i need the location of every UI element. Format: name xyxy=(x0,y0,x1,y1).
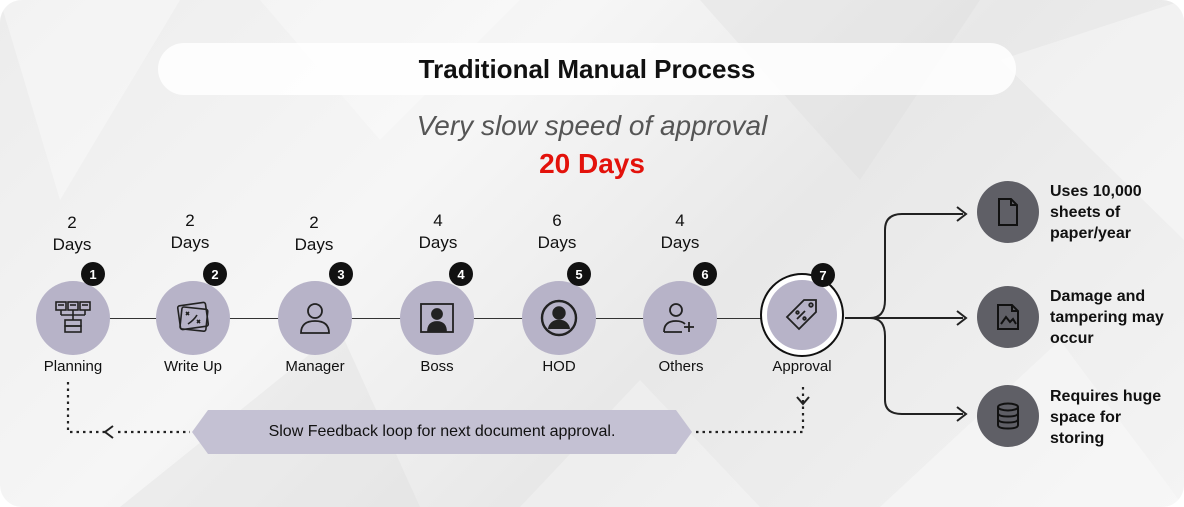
step-2-badge: 2 xyxy=(203,262,227,286)
step-4-node xyxy=(400,281,474,355)
step-7-badge: 7 xyxy=(811,263,835,287)
impact-3-line-3: storing xyxy=(1050,430,1105,447)
impact-3-icon-circle xyxy=(977,385,1039,447)
impact-2-line-3: occur xyxy=(1050,330,1094,347)
feedback-banner: Slow Feedback loop for next document app… xyxy=(192,410,692,454)
step-5-label: HOD xyxy=(542,358,576,375)
user-circle-icon xyxy=(540,299,578,337)
database-icon xyxy=(997,402,1019,430)
step-5-days-value: 6 xyxy=(552,211,562,230)
step-4-days-unit: Days xyxy=(418,233,458,252)
subtitle: Very slow speed of approval xyxy=(416,110,768,141)
step-5-duration: 6 Days xyxy=(517,210,597,254)
feedback-text: Slow Feedback loop for next document app… xyxy=(268,423,616,440)
diagram-title: Traditional Manual Process xyxy=(418,53,756,84)
step-2-days-value: 2 xyxy=(185,211,195,230)
step-5-node xyxy=(522,281,596,355)
step-1-days-unit: Days xyxy=(52,235,92,254)
server-network-icon xyxy=(55,301,91,333)
step-3-duration: 2 Days xyxy=(274,212,354,256)
impact-1-line-3: paper/year xyxy=(1050,225,1131,242)
step-5-days-unit: Days xyxy=(537,233,577,252)
impact-3-text: Requires huge space for storing xyxy=(1050,386,1180,449)
impact-2-line-2: tampering may xyxy=(1050,309,1164,326)
impact-3-line-2: space for xyxy=(1050,409,1122,426)
impact-2-line-1: Damage and xyxy=(1050,288,1146,305)
step-4-badge: 4 xyxy=(449,262,473,286)
step-1-node xyxy=(36,281,110,355)
step-2-label: Write Up xyxy=(163,358,223,375)
step-4-label: Boss xyxy=(420,358,454,375)
step-2-node xyxy=(156,281,230,355)
step-7-node xyxy=(760,273,844,357)
step-3-badge: 3 xyxy=(329,262,353,286)
step-3-node xyxy=(278,281,352,355)
step-1-badge: 1 xyxy=(81,262,105,286)
step-6-days-value: 4 xyxy=(675,211,685,230)
impact-1-icon-circle xyxy=(977,181,1039,243)
step-6-duration: 4 Days xyxy=(640,210,720,254)
impact-1-line-2: sheets of xyxy=(1050,204,1121,221)
impact-1-text: Uses 10,000 sheets of paper/year xyxy=(1050,181,1180,244)
impact-1-line-1: Uses 10,000 xyxy=(1050,183,1142,200)
step-6-node xyxy=(643,281,717,355)
presenter-board-icon xyxy=(420,303,454,333)
step-1-days-value: 2 xyxy=(67,213,77,232)
tag-percent-icon xyxy=(785,299,817,331)
step-7-label: Approval xyxy=(772,358,832,375)
step-2-days-unit: Days xyxy=(170,233,210,252)
step-6-label: Others xyxy=(658,358,704,375)
impact-3-line-1: Requires huge xyxy=(1050,388,1162,405)
step-1-label: Planning xyxy=(43,358,103,375)
document-icon xyxy=(998,198,1018,226)
impact-2-text: Damage and tampering may occur xyxy=(1050,286,1180,349)
step-6-days-unit: Days xyxy=(660,233,700,252)
title-banner: Traditional Manual Process xyxy=(158,43,1016,95)
step-4-days-value: 4 xyxy=(433,211,443,230)
step-4-duration: 4 Days xyxy=(398,210,478,254)
total-duration: 20 Days xyxy=(539,148,645,179)
damaged-image-icon xyxy=(997,304,1019,330)
step-5-badge: 5 xyxy=(567,262,591,286)
step-1-duration: 2 Days xyxy=(32,212,112,256)
step-3-label: Manager xyxy=(285,358,345,375)
step-3-days-value: 2 xyxy=(309,213,319,232)
strategy-board-icon xyxy=(176,301,210,332)
step-2-duration: 2 Days xyxy=(150,210,230,254)
step-3-days-unit: Days xyxy=(294,235,334,254)
step-6-badge: 6 xyxy=(693,262,717,286)
user-icon xyxy=(300,303,330,334)
impact-2-icon-circle xyxy=(977,286,1039,348)
user-plus-icon xyxy=(663,303,694,333)
